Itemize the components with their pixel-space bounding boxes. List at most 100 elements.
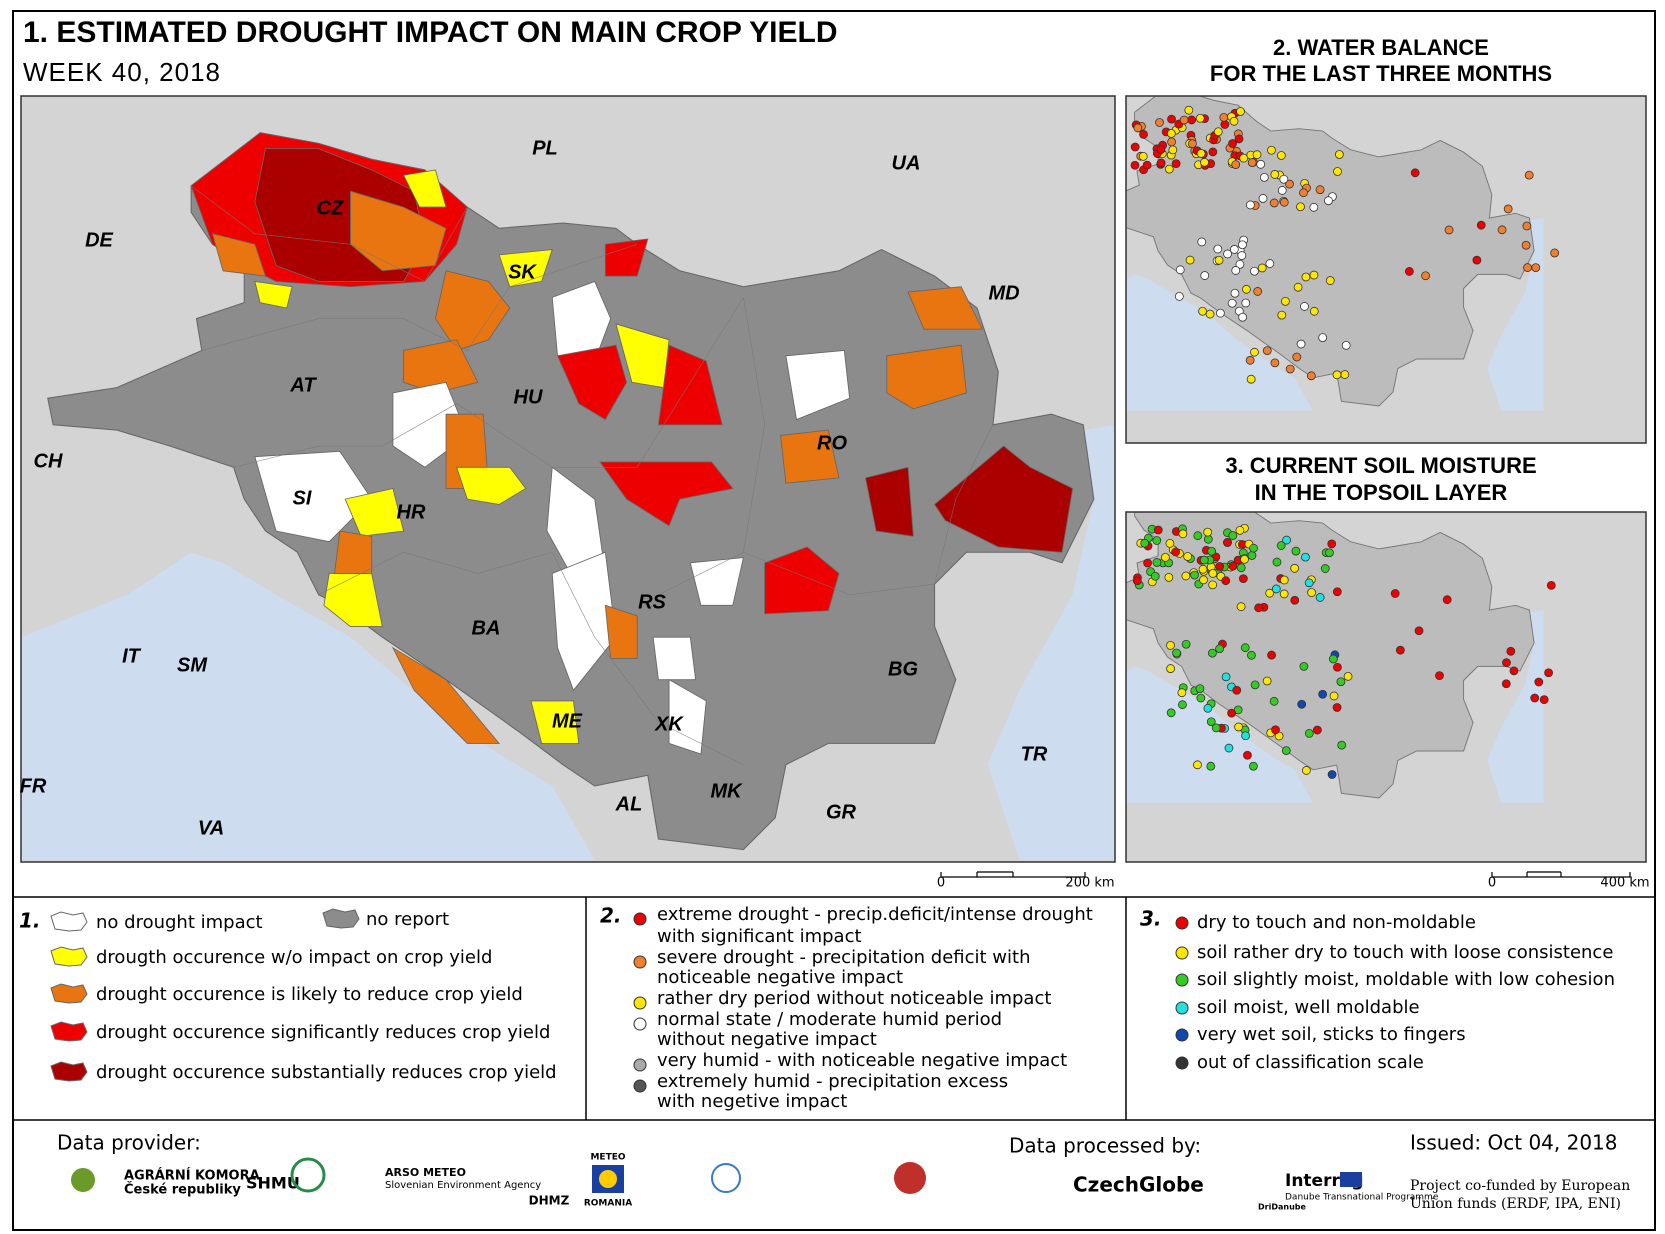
- legend-label: drought occurence substantially reduces …: [96, 1062, 557, 1083]
- station-dot: [1246, 374, 1256, 384]
- legend-dot: [633, 996, 647, 1010]
- inset-title: 2. WATER BALANCE: [1273, 35, 1489, 60]
- country-label: SI: [293, 487, 312, 509]
- station-dot: [1265, 588, 1275, 598]
- station-dot: [1550, 248, 1560, 258]
- legend-label: drought occurence is likely to reduce cr…: [96, 984, 523, 1005]
- station-dot: [1299, 188, 1308, 198]
- station-dot: [1139, 130, 1148, 139]
- station-dot: [1177, 688, 1187, 698]
- station-dot: [1247, 551, 1257, 560]
- footer-label: Data provider:: [57, 1131, 201, 1155]
- logo-text: ROMANIA: [584, 1199, 632, 1209]
- station-dot: [1534, 677, 1544, 687]
- station-dot: [1334, 150, 1344, 159]
- legend-dot: [1175, 973, 1189, 987]
- station-dot: [1539, 695, 1549, 705]
- station-dot: [1167, 137, 1176, 147]
- station-dot: [1234, 722, 1243, 732]
- legend-label: with negetive impact: [657, 1091, 847, 1112]
- station-dot: [1523, 263, 1532, 272]
- station-dot: [1193, 760, 1202, 770]
- station-dot: [1281, 746, 1291, 756]
- station-dot: [1238, 312, 1248, 322]
- country-label: MD: [988, 282, 1019, 304]
- station-dot: [1254, 603, 1263, 613]
- station-dot: [1279, 197, 1289, 207]
- station-dot: [1329, 691, 1339, 701]
- station-dot: [1241, 298, 1251, 308]
- station-dot: [1164, 164, 1174, 174]
- station-dot: [1506, 646, 1516, 656]
- station-dot: [1213, 244, 1223, 254]
- main-map: [21, 96, 1115, 862]
- logo-text: DHMZ: [529, 1194, 570, 1208]
- station-dot: [1214, 255, 1224, 265]
- station-dot: [1223, 538, 1232, 547]
- station-dot: [1143, 558, 1152, 568]
- station-dot: [1304, 578, 1314, 588]
- legend-swatch: [50, 1021, 88, 1042]
- station-dot: [1281, 296, 1290, 306]
- legend-label: soil slightly moist, moldable with low c…: [1197, 969, 1615, 990]
- station-dot: [1279, 174, 1289, 184]
- station-dot: [1297, 699, 1307, 709]
- station-dot: [1221, 576, 1231, 586]
- station-dot: [1166, 640, 1175, 650]
- country-label: XK: [654, 713, 684, 735]
- station-dot: [1181, 639, 1191, 649]
- station-dot: [1503, 204, 1513, 214]
- station-dot: [1509, 666, 1519, 676]
- country-label: AT: [289, 374, 317, 396]
- station-dot: [1296, 202, 1305, 212]
- station-dot: [1187, 115, 1197, 125]
- logo-text: SHMU: [246, 1174, 300, 1193]
- station-dot: [1229, 116, 1239, 126]
- station-dot: [1231, 160, 1241, 170]
- station-dot: [1279, 575, 1289, 585]
- station-dot: [1215, 308, 1225, 318]
- scale-label: 200 km: [1065, 876, 1114, 891]
- station-dot: [1227, 708, 1237, 718]
- station-dot: [1200, 271, 1210, 280]
- station-dot: [1285, 364, 1295, 374]
- legend-number: 1.: [19, 909, 41, 933]
- logo-text: Slovenian Environment Agency: [385, 1180, 541, 1191]
- station-dot: [1152, 558, 1162, 567]
- station-dot: [1530, 693, 1540, 703]
- station-dot: [1307, 588, 1316, 597]
- logo-text: Danube Transnational Programme: [1285, 1193, 1439, 1203]
- station-dot: [1262, 676, 1272, 686]
- station-dot: [1302, 766, 1311, 775]
- legend-dot: [1175, 1056, 1189, 1070]
- station-dot: [1262, 346, 1272, 356]
- station-dot: [1219, 112, 1229, 122]
- country-label: GR: [826, 801, 857, 823]
- station-dot: [1198, 306, 1207, 316]
- funding-note: Union funds (ERDF, IPA, ENI): [1410, 1196, 1621, 1212]
- station-dot: [1472, 255, 1482, 265]
- legend-swatch: [322, 908, 360, 929]
- station-dot: [1199, 575, 1208, 585]
- station-dot: [1276, 541, 1286, 550]
- station-dot: [1228, 561, 1238, 571]
- legend-label: rather dry period without noticeable imp…: [657, 988, 1051, 1009]
- station-dot: [1333, 662, 1342, 672]
- station-dot: [1166, 129, 1176, 138]
- country-label: CZ: [317, 197, 344, 219]
- station-dot: [1130, 142, 1140, 152]
- legend-number: 2.: [600, 904, 622, 928]
- station-dot: [1293, 282, 1303, 292]
- station-dot: [1181, 571, 1191, 581]
- legend-label: out of classification scale: [1197, 1052, 1424, 1073]
- station-dot: [1179, 115, 1189, 125]
- station-dot: [1130, 160, 1140, 170]
- station-dot: [1250, 347, 1259, 357]
- footer-label: Data processed by:: [1009, 1134, 1201, 1158]
- station-dot: [1259, 172, 1269, 182]
- station-dot: [1390, 589, 1400, 598]
- station-dot: [1236, 563, 1246, 573]
- station-dot: [1290, 595, 1300, 605]
- country-label: RS: [638, 591, 666, 613]
- legend-swatch: [50, 1061, 88, 1082]
